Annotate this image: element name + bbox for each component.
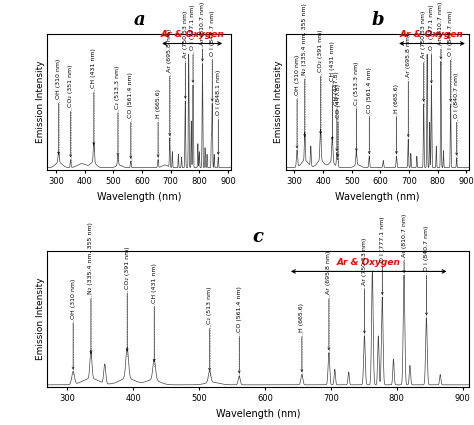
Text: CO (561.4 nm): CO (561.4 nm)	[237, 286, 242, 332]
Text: N₂ (335.4 nm, 355 nm): N₂ (335.4 nm, 355 nm)	[89, 223, 93, 295]
Text: C₂ (513.3 nm): C₂ (513.3 nm)	[115, 65, 120, 109]
Text: Ar (810.7 nm): Ar (810.7 nm)	[200, 1, 205, 45]
Text: Ar (750.53 nm): Ar (750.53 nm)	[362, 238, 367, 285]
Text: Ar & Oxygen: Ar & Oxygen	[337, 258, 401, 267]
Text: O I (844.7 nm): O I (844.7 nm)	[210, 10, 215, 56]
Text: N₂ (335.4 nm, 355 nm): N₂ (335.4 nm, 355 nm)	[302, 3, 307, 75]
Text: CO (561.4 nm): CO (561.4 nm)	[128, 72, 133, 118]
Text: Ar (810.7 nm): Ar (810.7 nm)	[401, 213, 407, 257]
Text: O I (840.7 nm): O I (840.7 nm)	[454, 73, 459, 118]
Text: Ar (695.8 nm): Ar (695.8 nm)	[406, 34, 410, 77]
Text: Ar (750.53 nm): Ar (750.53 nm)	[183, 11, 188, 58]
Text: c: c	[253, 228, 264, 246]
Y-axis label: Emission Intensity: Emission Intensity	[36, 60, 45, 143]
Text: O I (848.1 nm): O I (848.1 nm)	[216, 70, 221, 116]
Text: CH (431 nm): CH (431 nm)	[152, 263, 157, 303]
Text: H (665.6): H (665.6)	[300, 303, 304, 332]
Text: Ar (695.8 nm): Ar (695.8 nm)	[327, 251, 331, 295]
Text: OH (310 nm): OH (310 nm)	[294, 55, 300, 95]
Y-axis label: Emission Intensity: Emission Intensity	[36, 278, 45, 360]
Text: CH (431 nm): CH (431 nm)	[91, 48, 96, 88]
Text: H (665.6): H (665.6)	[155, 89, 161, 118]
Text: OH (310 nm): OH (310 nm)	[71, 278, 76, 319]
Text: Ar (810.7 nm): Ar (810.7 nm)	[438, 1, 443, 45]
Text: CO₂ (391 nm): CO₂ (391 nm)	[318, 29, 323, 72]
Text: CO₂ (391 nm): CO₂ (391 nm)	[125, 246, 130, 289]
Text: Ar & Oxygen: Ar & Oxygen	[160, 31, 224, 40]
Text: C₂ (513.3 nm): C₂ (513.3 nm)	[354, 61, 359, 105]
Text: O I (777.1 nm): O I (777.1 nm)	[380, 216, 385, 262]
Text: O I (840.7 nm): O I (840.7 nm)	[424, 226, 429, 272]
Text: CH (447.8): CH (447.8)	[334, 71, 339, 105]
Text: CO (561.4 nm): CO (561.4 nm)	[367, 67, 372, 113]
X-axis label: Wavelength (nm): Wavelength (nm)	[216, 409, 301, 419]
Text: O I (777.1 nm): O I (777.1 nm)	[429, 5, 434, 50]
Text: CO₂ (351 nm): CO₂ (351 nm)	[68, 65, 73, 107]
X-axis label: Wavelength (nm): Wavelength (nm)	[335, 192, 420, 202]
Text: O I (844.7 nm): O I (844.7 nm)	[448, 10, 453, 56]
Text: a: a	[133, 11, 145, 28]
Text: Ar & Oxygen: Ar & Oxygen	[400, 31, 464, 40]
Text: O I (777.1 nm): O I (777.1 nm)	[191, 5, 195, 50]
Text: C₂ (513 nm): C₂ (513 nm)	[207, 287, 212, 324]
Text: H (665.6): H (665.6)	[394, 84, 399, 113]
Text: OH (310 nm): OH (310 nm)	[56, 59, 61, 99]
X-axis label: Wavelength (nm): Wavelength (nm)	[97, 192, 182, 202]
Text: Ar (750.53 nm): Ar (750.53 nm)	[421, 11, 426, 58]
Text: Ar (695.8 nm): Ar (695.8 nm)	[167, 28, 172, 72]
Y-axis label: Emission Intensity: Emission Intensity	[274, 60, 283, 143]
Text: CO (447.8): CO (447.8)	[336, 84, 340, 118]
Text: b: b	[371, 11, 384, 28]
Text: CH (431 nm): CH (431 nm)	[330, 42, 335, 82]
